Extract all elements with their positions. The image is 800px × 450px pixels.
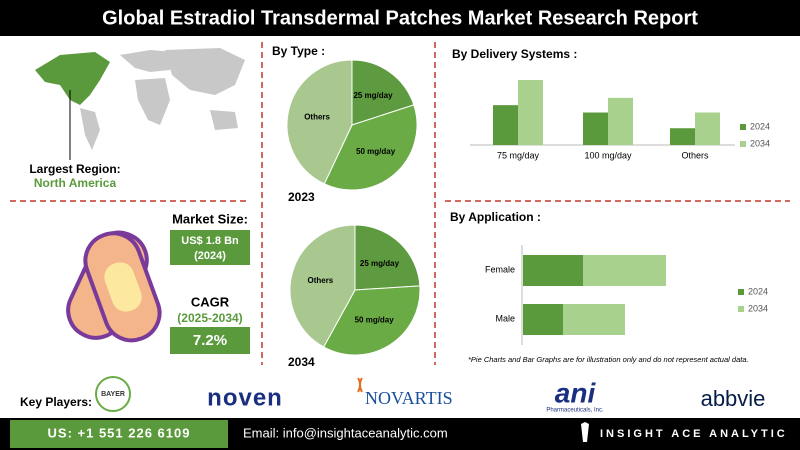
slice-label: 50 mg/day <box>356 147 396 156</box>
patch-icon <box>66 230 162 343</box>
cagr-value: 7.2% <box>193 332 227 349</box>
bar <box>583 255 666 286</box>
bar <box>670 128 695 145</box>
bar <box>608 97 633 145</box>
bar <box>493 105 518 145</box>
brand-icon <box>581 422 589 442</box>
brand: INSIGHT ACE ANALYTIC <box>600 428 788 440</box>
note: *Pie Charts and Bar Graphs are for illus… <box>468 355 749 364</box>
legend-label: 2024 <box>750 121 770 131</box>
logo: BAYER <box>101 391 125 398</box>
market-size-value: US$ 1.8 Bn <box>181 235 239 247</box>
key-players-label: Key Players: <box>20 395 92 409</box>
legend-label: 2024 <box>748 286 768 296</box>
cagr-period: (2025-2034) <box>177 311 242 325</box>
category-label: Female <box>485 264 515 274</box>
slice-label: Others <box>307 276 333 285</box>
market-size-box <box>170 230 250 265</box>
category-label: 100 mg/day <box>584 150 632 160</box>
slice-label: 50 mg/day <box>355 315 395 324</box>
bar <box>523 255 583 286</box>
legend-label: 2034 <box>750 138 770 148</box>
market-size-year: (2024) <box>194 250 226 262</box>
legend-label: 2034 <box>748 303 768 313</box>
slice-label: Others <box>304 112 330 121</box>
pie-year: 2034 <box>288 355 315 369</box>
category-label: Others <box>681 150 709 160</box>
cagr-label: CAGR <box>191 294 230 309</box>
bar <box>695 112 720 145</box>
application-title: By Application : <box>450 210 541 224</box>
legend-swatch <box>738 289 744 295</box>
region-label: Largest Region: <box>29 162 120 176</box>
bar <box>583 112 608 145</box>
world-map <box>35 48 245 160</box>
novartis-icon <box>357 377 363 393</box>
bayer-ring <box>95 376 131 412</box>
pie-slice <box>289 224 356 348</box>
delivery-title: By Delivery Systems : <box>452 47 577 61</box>
bar <box>518 80 543 145</box>
pie-slice <box>286 59 353 185</box>
category-label: Male <box>495 313 515 323</box>
pie-slice <box>351 59 415 126</box>
legend-swatch <box>740 141 746 147</box>
email: Email: info@insightaceanalytic.com <box>243 425 448 440</box>
dividers <box>10 42 790 365</box>
region-value: North America <box>34 176 117 190</box>
legend-swatch <box>740 124 746 130</box>
pie-slice <box>354 224 421 291</box>
logo-sub: Pharmaceuticals, Inc. <box>546 408 604 414</box>
phone: US: +1 551 226 6109 <box>48 425 191 440</box>
bar <box>523 304 563 335</box>
logo: NOVARTIS <box>365 388 453 408</box>
category-label: 75 mg/day <box>497 150 540 160</box>
header-bar <box>0 0 800 36</box>
pie-year: 2023 <box>288 190 315 204</box>
bar <box>563 304 625 335</box>
slice-label: 25 mg/day <box>360 259 400 268</box>
cagr-box <box>170 327 250 354</box>
pie-slice <box>323 104 418 191</box>
legend-swatch <box>738 306 744 312</box>
slice-label: 25 mg/day <box>353 91 393 100</box>
type-title: By Type : <box>272 44 325 58</box>
logo: noven <box>207 384 283 411</box>
phone-box <box>10 420 228 448</box>
market-size-label: Market Size: <box>172 211 248 226</box>
logo: ani <box>555 377 597 408</box>
logo: abbvie <box>701 386 766 411</box>
title: Global Estradiol Transdermal Patches Mar… <box>102 7 698 29</box>
